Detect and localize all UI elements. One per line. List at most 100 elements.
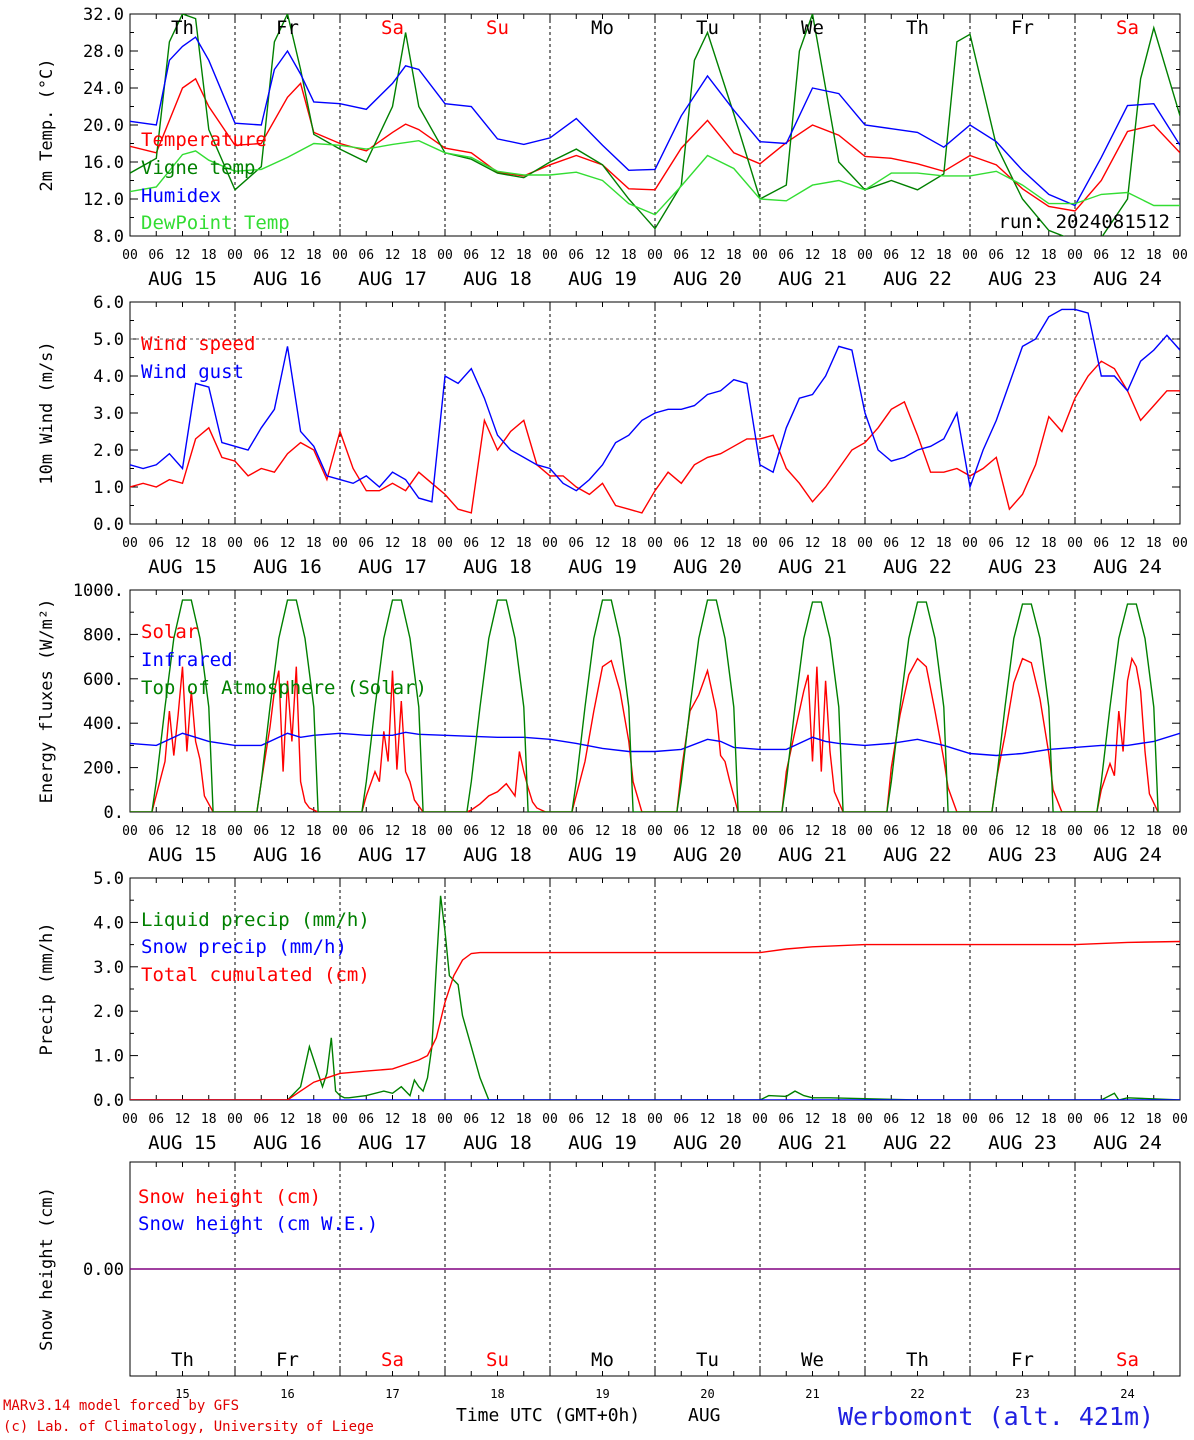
hour-tick-label: 12 [700,536,716,551]
legend-entry: Snow height (cm W.E.) [138,1213,378,1235]
day-number: 15 [175,1387,189,1401]
hour-tick-label: 12 [1120,1112,1136,1127]
hour-tick-label: 06 [1093,824,1109,839]
date-label: AUG 23 [988,844,1057,866]
hour-tick-label: 12 [280,1112,296,1127]
hour-tick-label: 18 [936,248,952,263]
hour-tick-label: 12 [490,1112,506,1127]
hour-tick-label: 12 [805,824,821,839]
date-label: AUG 16 [253,556,322,578]
hour-tick-label: 18 [621,1112,637,1127]
legend-entry: Wind speed [141,333,255,355]
x-axis-month: AUG [688,1405,721,1426]
date-label: AUG 17 [358,844,427,866]
y-axis-title: Precip (mm/h) [37,922,57,1055]
hour-tick-label: 00 [1067,536,1083,551]
series-line-3-2 [130,940,1180,1100]
day-name-bottom: Sa [1116,1349,1139,1371]
day-name-bottom: Th [906,1349,929,1371]
day-name-top: Sa [1116,17,1139,39]
y-tick-label: 6.0 [93,293,124,313]
day-name-top: Tu [696,17,719,39]
hour-tick-label: 00 [1172,536,1188,551]
date-label: AUG 16 [253,1132,322,1154]
hour-tick-label: 00 [1067,824,1083,839]
y-tick-label: 8.0 [93,227,124,247]
date-label: AUG 20 [673,844,742,866]
y-tick-label: 200. [83,759,124,779]
date-label: AUG 15 [148,556,217,578]
hour-tick-label: 18 [1146,536,1162,551]
hour-tick-label: 06 [568,824,584,839]
hour-tick-label: 06 [568,1112,584,1127]
y-axis-title: Energy fluxes (W/m²) [37,599,57,804]
hour-tick-label: 12 [1015,248,1031,263]
y-tick-label: 2.0 [93,1002,124,1022]
y-tick-label: 4.0 [93,367,124,387]
y-tick-label: 20.0 [83,116,124,136]
hour-tick-label: 12 [700,248,716,263]
hour-tick-label: 06 [148,248,164,263]
hour-tick-label: 06 [358,1112,374,1127]
hour-tick-label: 12 [1120,248,1136,263]
hour-tick-label: 12 [280,536,296,551]
date-label: AUG 23 [988,1132,1057,1154]
series-line-1-1 [130,308,1180,503]
legend-entry: Snow precip (mm/h) [141,936,347,958]
hour-tick-label: 06 [148,824,164,839]
hour-tick-label: 12 [490,824,506,839]
hour-tick-label: 00 [1172,1112,1188,1127]
hour-tick-label: 06 [568,536,584,551]
hour-tick-label: 12 [910,1112,926,1127]
hour-tick-label: 06 [883,248,899,263]
hour-tick-label: 06 [988,536,1004,551]
legend-entry: Total cumulated (cm) [141,964,370,986]
hour-tick-label: 06 [358,248,374,263]
hour-tick-label: 06 [778,1112,794,1127]
hour-tick-label: 00 [962,248,978,263]
hour-tick-label: 00 [227,824,243,839]
hour-tick-label: 06 [778,824,794,839]
y-axis-title: 2m Temp. (°C) [37,58,57,191]
day-number: 17 [385,1387,399,1401]
hour-tick-label: 18 [306,824,322,839]
hour-tick-label: 12 [805,1112,821,1127]
hour-tick-label: 06 [148,536,164,551]
hour-tick-label: 18 [411,248,427,263]
hour-tick-label: 18 [936,1112,952,1127]
hour-tick-label: 18 [936,536,952,551]
y-tick-label: 3.0 [93,404,124,424]
hour-tick-label: 00 [647,1112,663,1127]
hour-tick-label: 06 [673,248,689,263]
hour-tick-label: 18 [726,1112,742,1127]
hour-tick-label: 00 [857,248,873,263]
hour-tick-label: 00 [437,824,453,839]
date-label: AUG 19 [568,1132,637,1154]
hour-tick-label: 00 [227,536,243,551]
hour-tick-label: 00 [1172,248,1188,263]
day-number: 16 [280,1387,294,1401]
hour-tick-label: 00 [542,824,558,839]
hour-tick-label: 18 [831,536,847,551]
y-tick-label: 0.0 [93,1091,124,1111]
hour-tick-label: 18 [726,536,742,551]
hour-tick-label: 18 [936,824,952,839]
date-label: AUG 22 [883,556,952,578]
hour-tick-label: 06 [358,824,374,839]
date-label: AUG 21 [778,268,847,290]
hour-tick-label: 18 [201,1112,217,1127]
y-tick-label: 5.0 [93,330,124,350]
hour-tick-label: 06 [358,536,374,551]
hour-tick-label: 06 [778,536,794,551]
hour-tick-label: 06 [253,248,269,263]
date-label: AUG 23 [988,556,1057,578]
y-tick-label: 2.0 [93,441,124,461]
hour-tick-label: 12 [280,248,296,263]
hour-tick-label: 18 [1041,824,1057,839]
day-name-bottom: Mo [591,1349,614,1371]
panel-4: 0.00 Snow height (cm) Snow height (cm) Snow… [37,1161,1181,1401]
hour-tick-label: 18 [411,536,427,551]
hour-tick-label: 12 [175,536,191,551]
hour-tick-label: 00 [1067,248,1083,263]
hour-tick-label: 18 [1041,1112,1057,1127]
